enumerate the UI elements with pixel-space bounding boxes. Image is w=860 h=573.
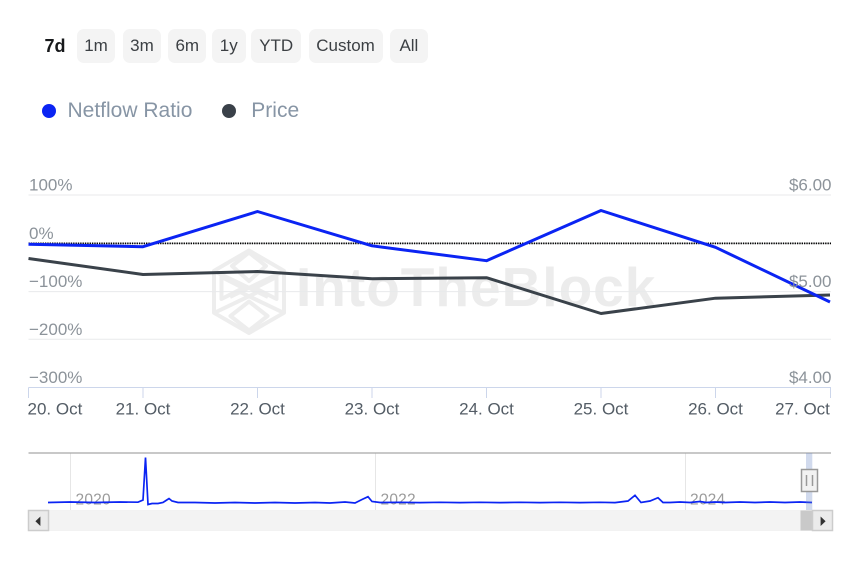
svg-text:0%: 0% [29, 224, 54, 243]
svg-text:100%: 100% [29, 176, 72, 195]
svg-text:$5.00: $5.00 [789, 272, 832, 291]
svg-text:2022: 2022 [381, 492, 416, 509]
svg-text:−100%: −100% [29, 272, 82, 291]
svg-text:$6.00: $6.00 [789, 176, 832, 195]
svg-text:−300%: −300% [29, 368, 82, 387]
svg-text:26. Oct: 26. Oct [688, 400, 743, 419]
svg-text:2024: 2024 [690, 492, 725, 509]
svg-text:22. Oct: 22. Oct [230, 400, 285, 419]
svg-text:20. Oct: 20. Oct [27, 400, 82, 419]
svg-text:23. Oct: 23. Oct [345, 400, 400, 419]
svg-text:2020: 2020 [76, 492, 111, 509]
svg-text:24. Oct: 24. Oct [459, 400, 514, 419]
svg-text:27. Oct: 27. Oct [775, 400, 830, 419]
svg-text:$4.00: $4.00 [789, 368, 832, 387]
svg-text:25. Oct: 25. Oct [574, 400, 629, 419]
svg-text:21. Oct: 21. Oct [116, 400, 171, 419]
svg-text:−200%: −200% [29, 320, 82, 339]
svg-text:IntoTheBlock: IntoTheBlock [296, 256, 656, 318]
